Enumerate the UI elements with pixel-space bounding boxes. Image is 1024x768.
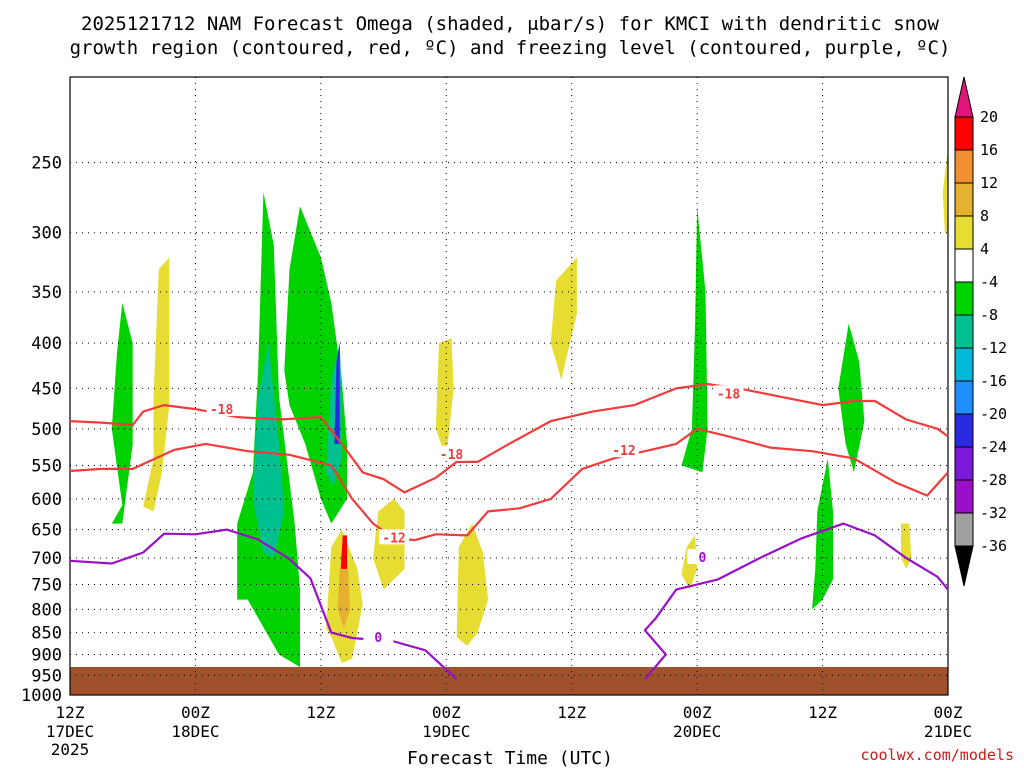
x-tick-label: 00Z xyxy=(934,703,963,722)
omega-region xyxy=(435,338,454,459)
contour-label-bg xyxy=(379,529,410,545)
contour-label-bg xyxy=(206,400,237,416)
colorbar-bin xyxy=(954,281,974,316)
x-tick-date: 21DEC xyxy=(924,722,972,741)
contour-minus12 xyxy=(69,427,949,542)
colorbar-label: 16 xyxy=(980,141,998,159)
colorbar-bin xyxy=(954,380,974,415)
x-tick-label: 12Z xyxy=(306,703,335,722)
y-tick-label: 500 xyxy=(31,420,62,440)
y-tick-label: 600 xyxy=(31,490,62,510)
colorbar-bin xyxy=(954,479,974,514)
colorbar-label: -4 xyxy=(980,273,998,291)
colorbar-bin xyxy=(954,347,974,382)
x-tick-label: 12Z xyxy=(56,703,85,722)
y-tick-label: 250 xyxy=(31,154,62,174)
omega-region xyxy=(252,343,285,558)
omega-region xyxy=(143,257,170,512)
x-tick-label: 00Z xyxy=(181,703,210,722)
colorbar-label: -32 xyxy=(980,504,1007,522)
chart-title-line1: 2025121712 NAM Forecast Omega (shaded, μ… xyxy=(81,13,939,35)
contour-label: -18 xyxy=(210,403,234,418)
y-tick-label: 850 xyxy=(31,624,62,644)
y-tick-label: 1000 xyxy=(21,686,62,706)
colorbar-label: -20 xyxy=(980,405,1007,423)
y-tick-label: 350 xyxy=(31,283,62,303)
contour-label-bg xyxy=(687,549,718,565)
colorbar-bin xyxy=(954,314,974,349)
omega-region xyxy=(334,343,340,444)
omega-region xyxy=(550,257,577,380)
omega-region xyxy=(337,568,351,629)
x-tick-date: 19DEC xyxy=(422,722,470,741)
colorbar-label: -36 xyxy=(980,537,1007,555)
y-tick-label: 800 xyxy=(31,600,62,620)
terrain-band xyxy=(70,667,948,695)
y-tick-label: 750 xyxy=(31,576,62,596)
y-tick-label: 450 xyxy=(31,379,62,399)
colorbar-bin xyxy=(954,413,974,448)
colorbar-label: -24 xyxy=(980,438,1007,456)
colorbar-bin xyxy=(954,182,974,217)
chart-title-line2: growth region (contoured, red, ºC) and f… xyxy=(70,37,951,59)
y-tick-label: 950 xyxy=(31,666,62,686)
contour-minus18 xyxy=(69,383,949,494)
y-tick-label: 700 xyxy=(31,549,62,569)
colorbar-label: 20 xyxy=(980,108,998,126)
colorbar-bin xyxy=(954,215,974,250)
colorbar-bin xyxy=(954,446,974,481)
colorbar-bottom-arrow xyxy=(954,545,974,587)
colorbar-label: 8 xyxy=(980,207,989,225)
x-tick-label: 12Z xyxy=(808,703,837,722)
colorbar-bin xyxy=(954,248,974,283)
omega-region xyxy=(340,535,347,569)
y-tick-label: 900 xyxy=(31,646,62,666)
colorbar: 20 16 12 8 4 -4 -8 -12 -16 -20 -24 -28 -32 -36 xyxy=(954,76,1007,587)
contour-label: -18 xyxy=(440,448,464,463)
omega-region xyxy=(942,147,948,233)
y-tick-label: 650 xyxy=(31,521,62,541)
contour-label: -18 xyxy=(717,387,741,402)
y-tick-label: 550 xyxy=(31,456,62,476)
plot-area: -18 -18 -18 -12 -12 0 0 250 300 350 400 450 500 550 60… xyxy=(21,76,972,759)
omega-region xyxy=(111,302,133,524)
contour-label: -12 xyxy=(382,531,405,546)
colorbar-label: -16 xyxy=(980,372,1007,390)
x-tick-label: 12Z xyxy=(557,703,586,722)
contour-label: 0 xyxy=(374,631,382,646)
omega-region xyxy=(901,523,912,569)
colorbar-bin xyxy=(954,149,974,184)
colorbar-label: 12 xyxy=(980,174,998,192)
x-tick-date: 20DEC xyxy=(673,722,721,741)
x-axis-label: Forecast Time (UTC) xyxy=(407,748,613,768)
x-tick-label: 00Z xyxy=(683,703,712,722)
contour-label-bg xyxy=(608,442,639,458)
contour-label: -12 xyxy=(612,444,635,459)
colorbar-bin xyxy=(954,512,974,547)
contour-label-bg xyxy=(436,445,467,461)
omega-region xyxy=(838,323,865,473)
omega-region xyxy=(681,206,708,473)
colorbar-label: -8 xyxy=(980,306,998,324)
contour-label: 0 xyxy=(698,551,706,566)
credit-text: coolwx.com/models xyxy=(860,746,1014,764)
colorbar-top-arrow xyxy=(954,76,974,118)
y-tick-label: 400 xyxy=(31,334,62,354)
colorbar-label: 4 xyxy=(980,240,989,258)
colorbar-label: -28 xyxy=(980,471,1007,489)
contour-zero xyxy=(643,522,949,681)
y-tick-label: 300 xyxy=(31,224,62,244)
colorbar-bin xyxy=(954,116,974,151)
x-tick-label: 00Z xyxy=(432,703,461,722)
x-tick-date: 17DEC xyxy=(46,722,94,741)
x-tick-year: 2025 xyxy=(51,740,90,759)
x-tick-date: 18DEC xyxy=(171,722,219,741)
contour-label-bg xyxy=(713,385,744,401)
colorbar-label: -12 xyxy=(980,339,1007,357)
plot-frame xyxy=(69,76,949,696)
contour-label-bg xyxy=(363,628,394,644)
